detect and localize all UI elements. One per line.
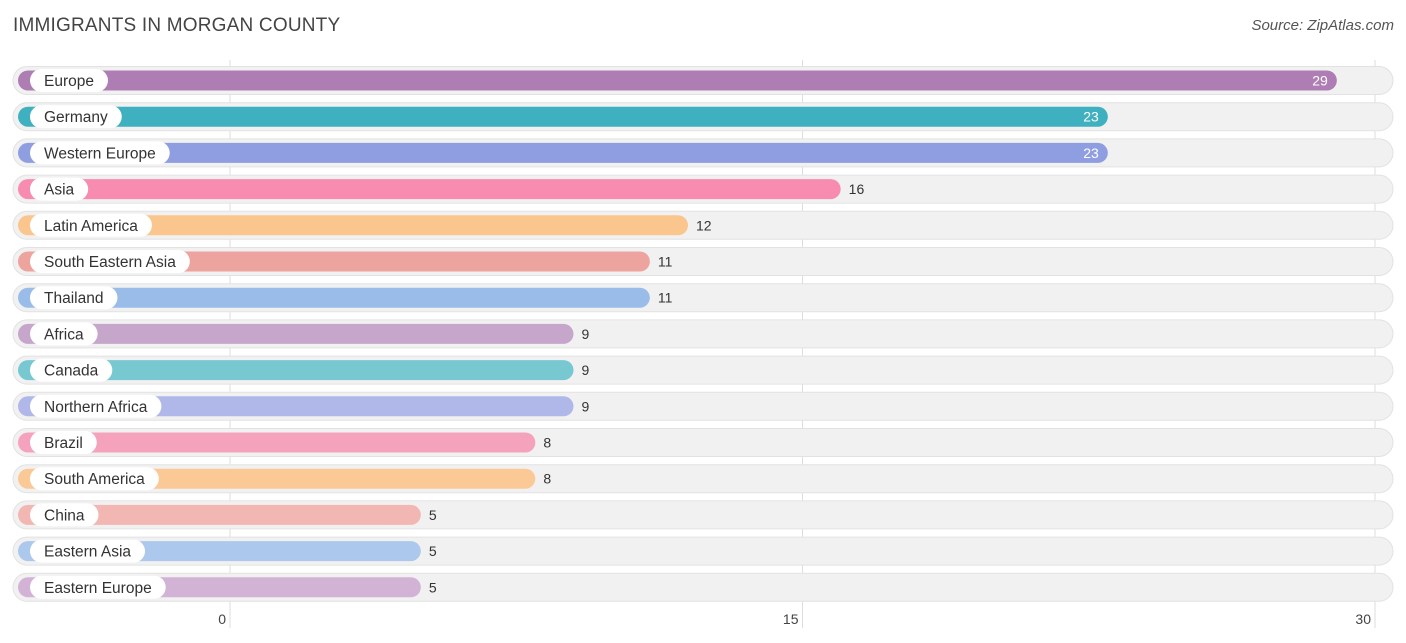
tick-label: 30	[1355, 611, 1371, 627]
category-label: South America	[44, 471, 145, 488]
category-label: South Eastern Asia	[44, 254, 176, 271]
category-pill	[30, 250, 190, 273]
value-label: 11	[658, 254, 673, 270]
category-pill	[30, 141, 170, 165]
bar-row: Eastern Asia 5	[12, 536, 1394, 566]
category-pill	[30, 467, 159, 491]
category-pill	[30, 358, 113, 382]
value-label: 29	[1312, 73, 1328, 89]
bar	[18, 432, 536, 453]
category-label: Northern Africa	[44, 399, 148, 416]
value-label: 5	[429, 507, 437, 523]
category-label: Asia	[44, 182, 75, 199]
bar-row: Asia 16	[12, 174, 1394, 204]
category-pill	[30, 322, 98, 346]
bar	[18, 360, 574, 381]
category-label: Europe	[44, 73, 94, 90]
category-label: Germany	[44, 109, 108, 126]
value-label: 9	[582, 362, 590, 378]
bar-row: Brazil 8	[12, 428, 1394, 457]
category-label: Western Europe	[44, 145, 156, 162]
category-pill	[30, 503, 99, 527]
category-label: Canada	[44, 363, 99, 380]
category-pill	[30, 177, 89, 201]
x-axis: 0 15 30	[218, 611, 1371, 627]
category-label: Brazil	[44, 435, 83, 452]
category-pill	[30, 431, 97, 454]
category-pill	[30, 213, 152, 237]
bar-row: China 5	[12, 500, 1394, 530]
tick-label: 0	[218, 611, 226, 627]
category-label: Latin America	[44, 218, 138, 235]
value-label: 9	[582, 326, 590, 342]
bar-row: Eastern Europe 5	[12, 572, 1394, 602]
category-pill	[30, 69, 108, 92]
bar	[18, 179, 841, 200]
value-label: 16	[849, 181, 865, 197]
bar-row: Western Europe 23	[12, 138, 1394, 168]
value-label: 5	[429, 543, 437, 559]
bar	[18, 70, 1337, 91]
category-pill	[30, 105, 122, 129]
category-label: China	[44, 507, 85, 524]
bar-row: Africa 9	[12, 319, 1394, 349]
value-label: 9	[582, 398, 590, 414]
bar	[18, 287, 650, 308]
bar-row: Thailand 11	[12, 283, 1394, 313]
category-label: Thailand	[44, 290, 103, 307]
bar	[18, 504, 421, 525]
value-label: 23	[1083, 109, 1099, 125]
bar-row: South Eastern Asia 11	[12, 247, 1394, 276]
value-label: 5	[429, 579, 437, 595]
category-label: Eastern Europe	[44, 580, 152, 597]
tick-label: 15	[783, 611, 799, 627]
chart-title: IMMIGRANTS IN MORGAN COUNTY	[13, 15, 341, 36]
bar-row: Latin America 12	[12, 210, 1394, 240]
category-pill	[30, 286, 118, 310]
value-label: 11	[658, 290, 673, 306]
bar-row: South America 8	[12, 464, 1394, 494]
bar-row: Germany 23	[12, 102, 1394, 132]
bar-row: Europe 29	[12, 66, 1394, 95]
category-pill	[30, 394, 162, 418]
category-label: Eastern Asia	[44, 544, 131, 561]
value-label: 8	[543, 471, 551, 487]
bar	[18, 323, 574, 344]
bar-row: Northern Africa 9	[12, 391, 1394, 421]
bar	[18, 215, 688, 236]
bar	[18, 106, 1108, 127]
source-label: Source: ZipAtlas.com	[1251, 17, 1394, 34]
category-pill	[30, 539, 146, 563]
bar-row: Canada 9	[12, 355, 1394, 385]
bar	[18, 142, 1108, 163]
value-label: 8	[543, 435, 551, 451]
value-label: 23	[1083, 145, 1099, 161]
category-label: Africa	[44, 326, 84, 343]
category-pill	[30, 575, 166, 599]
value-label: 12	[696, 217, 712, 233]
